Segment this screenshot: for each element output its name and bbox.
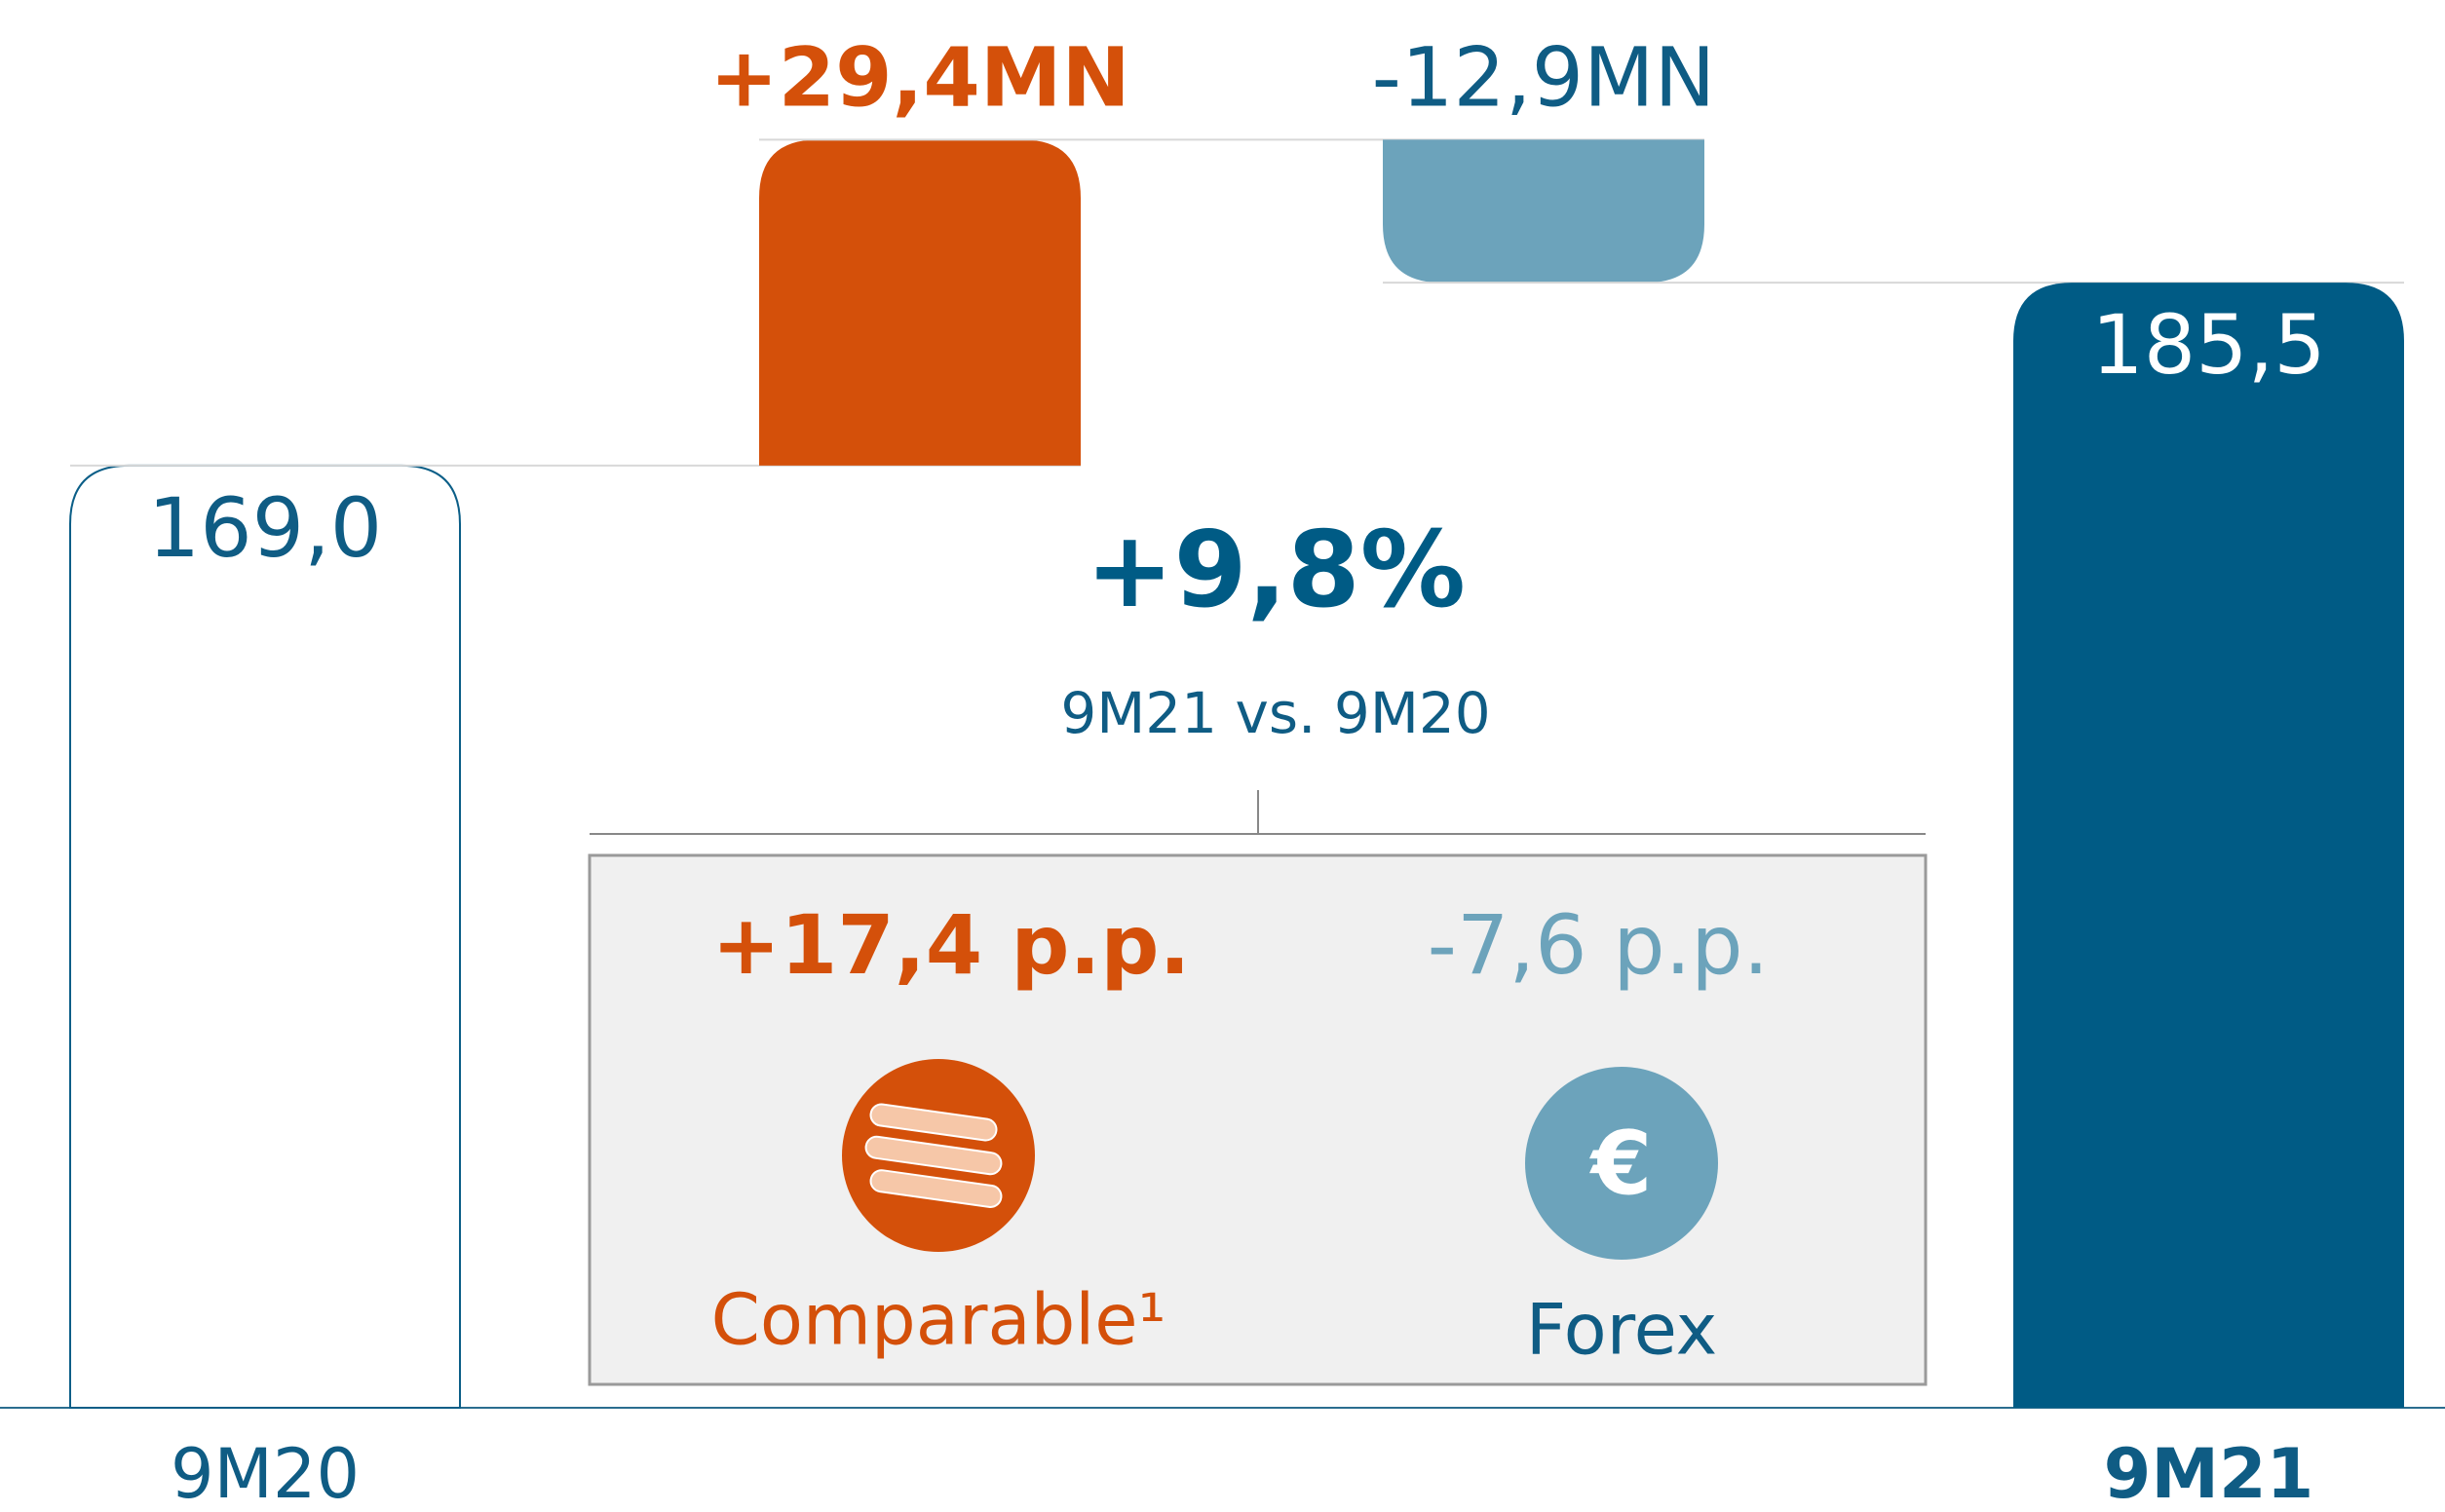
breakdown-label: Comparable¹ (711, 1279, 1166, 1361)
value-label: +29,4MN (709, 29, 1130, 125)
x-tick-label: 9M20 (171, 1434, 360, 1512)
headline-subtitle: 9M21 vs. 9M20 (1060, 680, 1490, 746)
value-label: 169,0 (148, 480, 382, 576)
breakdown-value: +17,4 p.p. (712, 897, 1191, 993)
x-tick-label: 9M21 (2104, 1434, 2314, 1512)
forex-icon-symbol: € (1589, 1113, 1653, 1215)
forex-icon (1525, 1067, 1718, 1260)
breakdown-label: Forex (1526, 1289, 1718, 1371)
comparable-icon-stripes (864, 1103, 1003, 1208)
value-label: -12,9MN (1372, 29, 1716, 125)
bar (2013, 283, 2404, 1408)
breakdown-value: -7,6 p.p. (1428, 897, 1770, 993)
bar (69, 464, 461, 1409)
bar (759, 139, 1081, 466)
bar (1383, 139, 1704, 284)
value-label: 185,5 (2091, 297, 2325, 393)
headline: +9,8% (1086, 510, 1466, 631)
